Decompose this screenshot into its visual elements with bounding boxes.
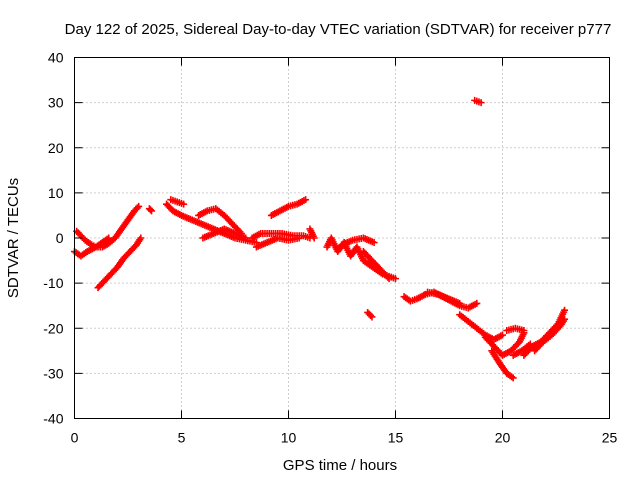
y-tick-label: -20 [43, 320, 63, 336]
series-track-l [306, 225, 318, 242]
data-point [148, 207, 156, 215]
y-axis-label: SDTVAR / TECUs [5, 178, 22, 298]
data-point [499, 331, 506, 339]
data-point [242, 234, 250, 242]
y-tick-label: 0 [56, 230, 64, 246]
data-point [146, 206, 154, 214]
series-track-a [73, 202, 143, 251]
series-track-e [163, 200, 260, 247]
x-tick-label: 25 [602, 430, 618, 446]
series-track-z [531, 315, 569, 355]
data-point [520, 327, 528, 335]
data-points [71, 96, 569, 382]
chart-title: Day 122 of 2025, Sidereal Day-to-day VTE… [65, 21, 612, 38]
series-track-k [267, 196, 310, 219]
y-tick-label: 30 [48, 95, 64, 111]
data-point [385, 275, 393, 283]
series-track-n [338, 234, 378, 249]
series-track-h [199, 225, 250, 242]
x-tick-label: 0 [71, 430, 79, 446]
axis-ticks [74, 57, 610, 419]
series-track-c [94, 234, 145, 292]
grid-lines [74, 57, 610, 419]
data-point [302, 196, 310, 204]
data-point [370, 239, 378, 247]
x-tick-label: 20 [495, 430, 511, 446]
y-tick-label: 20 [48, 140, 64, 156]
series-track-i [248, 229, 314, 242]
series-track-f [167, 196, 188, 208]
series-track-j [252, 234, 303, 251]
series-track-r [424, 288, 464, 307]
x-tick-labels: 0 5 10 15 20 25 [71, 430, 618, 446]
y-tick-label: -40 [43, 411, 63, 427]
data-point [392, 275, 399, 283]
data-point [384, 273, 392, 281]
data-point [295, 234, 303, 242]
data-point [367, 311, 375, 319]
x-axis-label: GPS time / hours [283, 457, 397, 474]
series-track-b [71, 234, 113, 260]
y-tick-label: -30 [43, 365, 63, 381]
data-point [105, 234, 113, 242]
x-tick-label: 5 [178, 430, 186, 446]
series-track-t [471, 96, 485, 107]
y-tick-labels: -40 -30 -20 -10 0 10 20 30 40 [43, 50, 63, 427]
y-tick-label: -10 [43, 275, 63, 291]
data-point [561, 306, 569, 314]
series-track-d [145, 205, 156, 215]
series-track-w [503, 324, 528, 335]
series-track-y [520, 306, 569, 359]
y-tick-label: 40 [48, 50, 64, 66]
data-point [133, 204, 141, 212]
data-point [473, 299, 481, 307]
series-track-o [359, 248, 393, 283]
series-track-s [456, 311, 506, 344]
data-point [180, 200, 188, 208]
x-tick-label: 10 [281, 430, 297, 446]
data-point [135, 202, 143, 210]
data-point [310, 234, 318, 242]
data-point [137, 234, 145, 242]
series-track-v [488, 347, 517, 382]
data-point [509, 374, 517, 382]
data-point [477, 99, 485, 107]
data-point [456, 299, 464, 307]
series-track-p [364, 308, 376, 321]
x-tick-label: 15 [388, 430, 404, 446]
data-point [561, 315, 569, 323]
data-point [368, 313, 376, 321]
series-track-u [481, 329, 528, 359]
y-tick-label: 10 [48, 185, 64, 201]
